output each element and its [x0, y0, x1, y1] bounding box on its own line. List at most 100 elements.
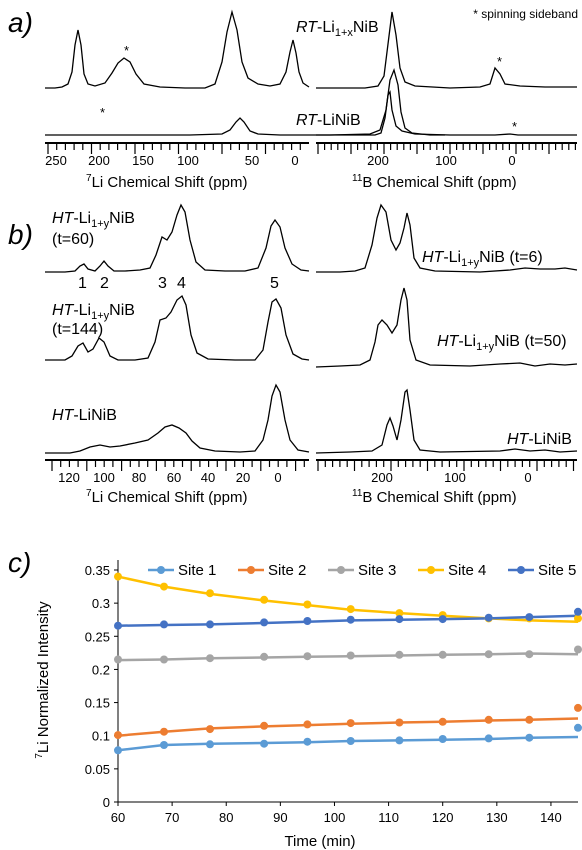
chart-x-tick-label: 90 [273, 810, 287, 825]
xlabel-b-li: 7Li Chemical Shift (ppm) [86, 488, 247, 506]
ticklabels-b-b: 200 100 0 [371, 470, 531, 485]
data-point-site-3 [484, 650, 493, 659]
data-point-site-3 [438, 650, 447, 659]
legend-marker-site-2 [247, 566, 255, 574]
data-point-site-1 [438, 735, 447, 743]
spectrum-a-li-bottom [45, 67, 445, 136]
chart-points [114, 572, 582, 755]
site-number-3: 3 [158, 275, 167, 292]
xlabel-a-li: 7Li Chemical Shift (ppm) [86, 173, 247, 191]
ticks-b [51, 461, 575, 471]
sideband-star-a2: * [497, 54, 502, 69]
chart-y-tick-label: 0.05 [85, 762, 110, 777]
legend-marker-site-1 [157, 566, 165, 574]
chart-x-tick-label: 60 [111, 810, 125, 825]
data-point-site-4 [303, 600, 312, 609]
chart-y-tick-label: 0.3 [92, 596, 110, 611]
sideband-star-a1: * [124, 43, 129, 58]
tick-b-b-200: 200 [371, 470, 393, 485]
data-point-site-3 [395, 650, 404, 659]
data-point-site-5 [160, 620, 168, 629]
xlabel-a-b: 11B Chemical Shift (ppm) [352, 173, 517, 191]
label-b-li-top: HT-Li1+yNiB [52, 210, 135, 230]
ticklabels-a-li: 250 200 150 100 50 0 [45, 153, 298, 168]
legend-label-site-1: Site 1 [178, 562, 216, 579]
data-point-site-2 [438, 717, 447, 726]
data-point-site-1 [525, 733, 534, 742]
data-point-site-3 [346, 651, 355, 660]
sideband-star-a3: * [100, 105, 105, 120]
site-number-4: 4 [177, 275, 186, 292]
chart-y-tick-label: 0 [103, 795, 110, 810]
ticklabels-b-li: 120 100 80 60 40 20 0 [58, 470, 281, 485]
chart-y-tick-label: 0.15 [85, 696, 110, 711]
label-rt-mid: -Li [317, 19, 335, 36]
data-point-site-2 [206, 725, 214, 734]
chart-x-tick-label: 80 [219, 810, 233, 825]
spectrum-b-b-top [316, 203, 578, 273]
chart-y-tick-label: 0.25 [85, 629, 110, 644]
label-rt-pre: RT [296, 19, 318, 36]
data-point-site-5 [438, 615, 447, 624]
tick-a-b-0: 0 [508, 153, 515, 168]
tick-b-li-0: 0 [274, 470, 281, 485]
data-point-site-5 [346, 615, 355, 624]
chart-x-tick-label: 140 [540, 810, 562, 825]
tick-b-li-100: 100 [93, 470, 115, 485]
label-b-b-bot: HT-LiNiB [507, 431, 572, 448]
data-point-site-3 [574, 645, 582, 654]
label-rt2-pre: RT [296, 112, 318, 129]
label-rt-post: NiB [353, 19, 379, 36]
data-point-site-2 [260, 721, 269, 730]
ticklabels-a-b: 200 100 0 [367, 153, 515, 168]
label-b-li-mid-t: (t=144) [52, 321, 103, 338]
label-rt-sub: 1+x [335, 27, 354, 39]
data-point-site-1 [260, 739, 269, 748]
spectrum-b-b-mid [315, 287, 578, 368]
tick-b-li-40: 40 [201, 470, 215, 485]
data-point-site-4 [574, 614, 582, 623]
data-point-site-4 [160, 582, 168, 591]
data-point-site-1 [395, 736, 404, 745]
data-point-site-1 [484, 734, 493, 743]
series-line-site-4 [117, 575, 579, 623]
legend-label-site-4: Site 4 [448, 562, 486, 579]
data-point-site-2 [484, 715, 493, 724]
data-point-site-5 [114, 621, 122, 630]
chart-x-tick-label: 100 [324, 810, 346, 825]
xlabel-b-b: 11B Chemical Shift (ppm) [352, 488, 517, 506]
legend-label-site-3: Site 3 [358, 562, 396, 579]
data-point-site-4 [206, 589, 214, 598]
data-point-site-2 [395, 718, 404, 727]
data-point-site-3 [303, 652, 312, 661]
label-b-li-bot: HT-LiNiB [52, 407, 117, 424]
tick-a-li-0: 0 [291, 153, 298, 168]
tick-b-b-100: 100 [444, 470, 466, 485]
label-b-li-top-t: (t=60) [52, 231, 94, 248]
data-point-site-3 [160, 655, 168, 664]
tick-a-b-100: 100 [435, 153, 457, 168]
chart-y-label: 7Li Normalized Intensity [34, 601, 52, 759]
data-point-site-2 [160, 727, 168, 736]
data-point-site-4 [395, 609, 404, 618]
site-number-2: 2 [100, 275, 109, 292]
tick-a-li-250: 250 [45, 153, 67, 168]
chart-c: 0 0.05 0.1 0.15 0.2 0.25 0.3 0.35 60 70 80 90 100 110… [34, 560, 582, 850]
tick-b-b-0: 0 [524, 470, 531, 485]
legend-label-site-2: Site 2 [268, 562, 306, 579]
site-number-1: 1 [78, 275, 87, 292]
label-rt-li1x-nib: RT-Li1+xNiB [296, 19, 379, 39]
data-point-site-3 [114, 655, 122, 664]
data-point-site-2 [346, 719, 355, 728]
data-point-site-5 [484, 613, 493, 622]
tick-a-li-50: 50 [245, 153, 259, 168]
label-b-li-mid: HT-Li1+yNiB [52, 302, 135, 322]
legend-label-site-5: Site 5 [538, 562, 576, 579]
data-point-site-2 [114, 731, 122, 740]
data-point-site-4 [346, 605, 355, 614]
label-rt-linib: RT-LiNiB [296, 112, 361, 129]
tick-a-li-200: 200 [88, 153, 110, 168]
spectrum-b-li-top [45, 203, 310, 273]
data-point-site-2 [574, 703, 582, 712]
sideband-star-a4: * [512, 119, 517, 134]
